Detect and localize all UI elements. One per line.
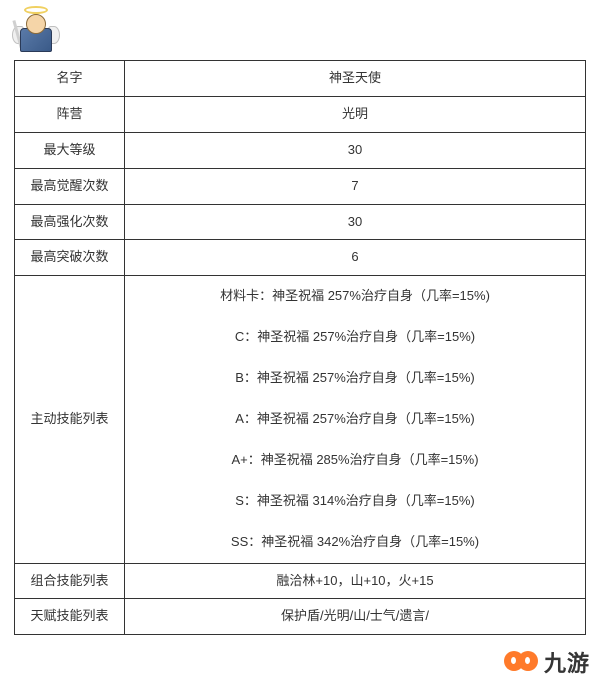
stat-label-enhance: 最高强化次数	[15, 204, 125, 240]
stat-value-breakthrough: 6	[125, 240, 586, 276]
stat-value-maxlevel: 30	[125, 132, 586, 168]
table-row-talent-skills: 天赋技能列表 保护盾/光明/山/士气/遗言/	[15, 599, 586, 635]
table-row-combo-skills: 组合技能列表 融洽林+10，山+10，火+15	[15, 563, 586, 599]
combo-skills-label: 组合技能列表	[15, 563, 125, 599]
stat-label-awaken: 最高觉醒次数	[15, 168, 125, 204]
table-row-active-skills: 主动技能列表 材料卡：神圣祝福 257%治疗自身（几率=15%) C：神圣祝福 …	[15, 276, 586, 563]
active-skills-list-cell: 材料卡：神圣祝福 257%治疗自身（几率=15%) C：神圣祝福 257%治疗自…	[125, 276, 586, 563]
stat-label-breakthrough: 最高突破次数	[15, 240, 125, 276]
skill-item: A：神圣祝福 257%治疗自身（几率=15%)	[125, 399, 585, 440]
skill-item: A+：神圣祝福 285%治疗自身（几率=15%)	[125, 440, 585, 481]
stat-value-enhance: 30	[125, 204, 586, 240]
talent-skills-value: 保护盾/光明/山/士气/遗言/	[125, 599, 586, 635]
stat-value-awaken: 7	[125, 168, 586, 204]
jiuyou-logo-icon	[504, 647, 538, 677]
table-row: 阵营 光明	[15, 96, 586, 132]
skill-item: S：神圣祝福 314%治疗自身（几率=15%)	[125, 481, 585, 522]
active-skills-label: 主动技能列表	[15, 276, 125, 563]
character-stats-table: 名字 神圣天使 阵营 光明 最大等级 30 最高觉醒次数 7 最高强化次数 30…	[14, 60, 586, 635]
skill-item: C：神圣祝福 257%治疗自身（几率=15%)	[125, 317, 585, 358]
watermark-text: 九游	[544, 646, 590, 678]
skill-item: B：神圣祝福 257%治疗自身（几率=15%)	[125, 358, 585, 399]
table-row: 最高突破次数 6	[15, 240, 586, 276]
avatar-container	[0, 0, 600, 56]
table-row: 名字 神圣天使	[15, 61, 586, 97]
skill-item: 材料卡：神圣祝福 257%治疗自身（几率=15%)	[125, 276, 585, 317]
combo-skills-value: 融洽林+10，山+10，火+15	[125, 563, 586, 599]
table-row: 最大等级 30	[15, 132, 586, 168]
stat-label-maxlevel: 最大等级	[15, 132, 125, 168]
skill-item: SS：神圣祝福 342%治疗自身（几率=15%)	[125, 522, 585, 563]
stat-label-faction: 阵营	[15, 96, 125, 132]
table-row: 最高觉醒次数 7	[15, 168, 586, 204]
talent-skills-label: 天赋技能列表	[15, 599, 125, 635]
stat-label-name: 名字	[15, 61, 125, 97]
stat-value-name: 神圣天使	[125, 61, 586, 97]
stat-value-faction: 光明	[125, 96, 586, 132]
table-row: 最高强化次数 30	[15, 204, 586, 240]
watermark: 九游	[504, 646, 590, 678]
character-avatar-icon	[14, 8, 58, 52]
